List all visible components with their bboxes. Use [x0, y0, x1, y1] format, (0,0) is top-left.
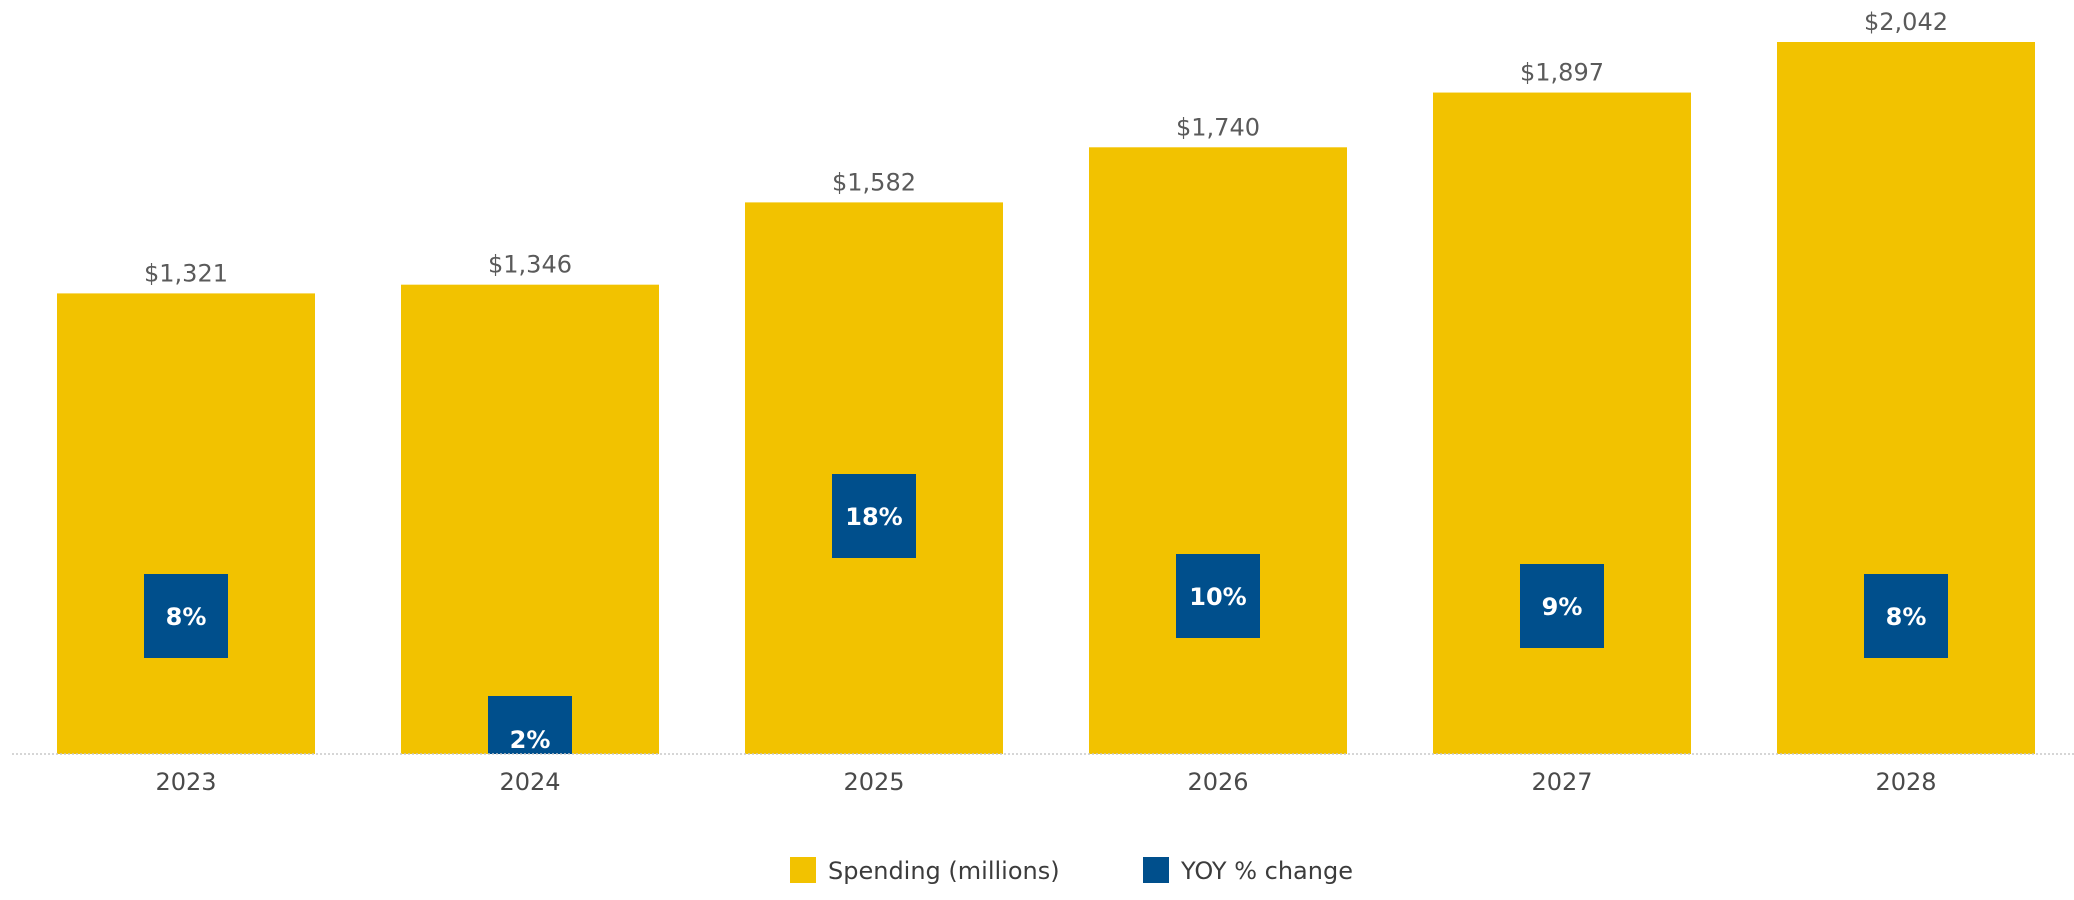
legend: Spending (millions) YOY % change	[790, 857, 1353, 885]
yoy-box-2024	[488, 696, 572, 754]
x-tick-label-2027: 2027	[1531, 768, 1592, 796]
x-tick-label-2026: 2026	[1187, 768, 1248, 796]
legend-label-yoy: YOY % change	[1180, 857, 1353, 885]
spending-value-label-2024: $1,346	[488, 251, 572, 279]
x-tick-label-2028: 2028	[1875, 768, 1936, 796]
yoy-box-2028	[1864, 574, 1948, 658]
yoy-value-label-2023: 8%	[166, 603, 207, 631]
legend-swatch-spending	[790, 857, 816, 883]
x-tick-label-2024: 2024	[499, 768, 560, 796]
spending-bar-2027	[1433, 92, 1691, 754]
spending-value-label-2028: $2,042	[1864, 8, 1948, 36]
yoy-value-label-2024: 2%	[510, 726, 551, 754]
spending-bar-2023	[57, 293, 315, 754]
x-tick-label-2023: 2023	[155, 768, 216, 796]
yoy-box-2027	[1520, 564, 1604, 648]
yoy-value-label-2026: 10%	[1189, 583, 1246, 611]
yoy-box-2026	[1176, 554, 1260, 638]
yoy-layer: 8% 2% 18% 10% 9% 8%	[144, 474, 1948, 754]
spending-value-label-2026: $1,740	[1176, 113, 1260, 141]
yoy-value-label-2028: 8%	[1886, 603, 1927, 631]
spending-value-label-2025: $1,582	[832, 168, 916, 196]
spending-bar-2026	[1089, 147, 1347, 755]
bars-layer: $1,321 $1,346 $1,582 $1,740 $1,897 $2,042	[57, 8, 2035, 755]
spending-value-label-2023: $1,321	[144, 259, 228, 287]
x-axis: 2023 2024 2025 2026 2027 2028	[12, 753, 2074, 796]
spending-bar-2024	[401, 284, 659, 754]
legend-label-spending: Spending (millions)	[828, 857, 1060, 885]
yoy-box-2025	[832, 474, 916, 558]
spending-value-label-2027: $1,897	[1520, 59, 1604, 87]
legend-swatch-yoy	[1143, 857, 1169, 883]
x-tick-label-2025: 2025	[843, 768, 904, 796]
yoy-value-label-2027: 9%	[1542, 593, 1583, 621]
yoy-box-2023	[144, 574, 228, 658]
yoy-value-label-2025: 18%	[845, 503, 902, 531]
